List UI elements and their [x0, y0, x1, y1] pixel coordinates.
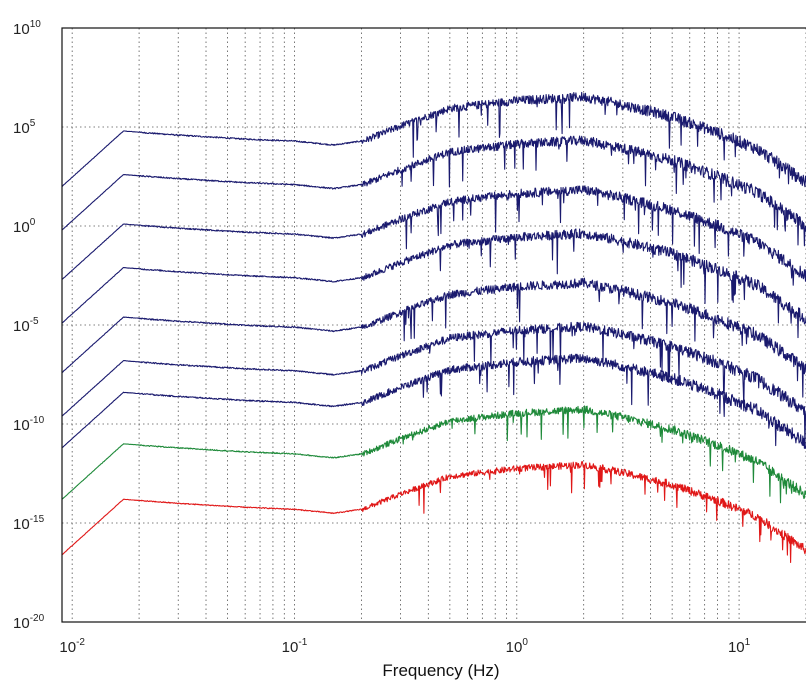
grid [61, 27, 806, 623]
axes-box [61, 27, 806, 623]
y-tick-label: 10-15 [13, 514, 45, 533]
series-line-2 [62, 135, 806, 247]
y-tick-label: 105 [13, 118, 36, 137]
series-line-6 [62, 321, 806, 446]
y-tick-label: 10-5 [13, 316, 39, 335]
y-tick-labels: 1010 105 100 10-5 10-10 10-15 10-20 [13, 19, 45, 632]
x-tick-label: 101 [728, 637, 751, 656]
x-axis-label: Frequency (Hz) [382, 661, 499, 680]
x-tick-labels: 10-2 10-1 100 101 [59, 637, 750, 656]
y-tick-label: 100 [13, 217, 36, 236]
series-line-9 [62, 461, 806, 564]
y-tick-label: 1010 [13, 19, 41, 38]
series-line-4 [62, 228, 806, 339]
y-tick-label: 10-20 [13, 613, 45, 632]
series-line-3 [62, 185, 806, 286]
series-line-1 [62, 91, 806, 188]
plot-frame [61, 27, 806, 623]
x-tick-label: 100 [506, 637, 529, 656]
x-tick-label: 10-2 [59, 637, 85, 656]
x-tick-label: 10-1 [282, 637, 308, 656]
series-line-7 [62, 353, 806, 449]
series-line-8 [62, 405, 806, 504]
y-tick-label: 10-10 [13, 415, 45, 434]
series-line-5 [62, 277, 806, 398]
series-lines [62, 91, 806, 564]
